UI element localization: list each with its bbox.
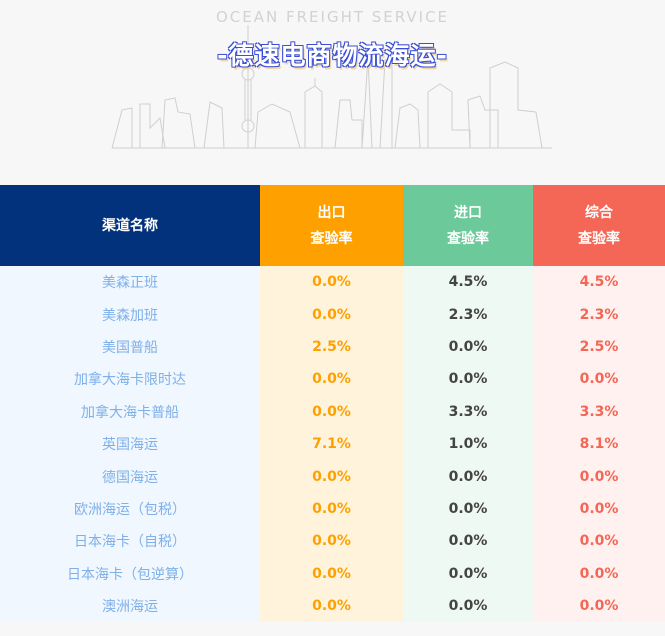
overall-rate-cell: 3.3% [533, 395, 665, 428]
overall-rate-cell: 0.0% [533, 525, 665, 558]
import-rate-cell: 3.3% [403, 395, 533, 428]
import-rate-cell: 0.0% [403, 330, 533, 364]
channel-name-cell: 欧洲海运（包税） [0, 492, 260, 526]
channel-name-cell: 美森加班 [0, 298, 260, 331]
import-rate-cell: 0.0% [403, 460, 533, 493]
overall-rate-cell: 8.1% [533, 427, 665, 461]
table-row: 澳洲海运 0.0% 0.0% 0.0% [0, 589, 665, 623]
import-rate-cell: 0.0% [403, 557, 533, 590]
import-rate-cell: 2.3% [403, 298, 533, 331]
overall-rate-cell: 0.0% [533, 492, 665, 526]
channel-name-cell: 美森正班 [0, 266, 260, 299]
overall-rate-cell: 0.0% [533, 460, 665, 493]
table-row: 德国海运 0.0% 0.0% 0.0% [0, 460, 665, 493]
export-rate-cell: 0.0% [260, 363, 403, 396]
channel-name-cell: 德国海运 [0, 460, 260, 493]
header-label: 进口 [454, 204, 482, 221]
table-row: 加拿大海卡普船 0.0% 3.3% 3.3% [0, 395, 665, 428]
table-row: 英国海运 7.1% 1.0% 8.1% [0, 427, 665, 461]
table-row: 日本海卡（包逆算） 0.0% 0.0% 0.0% [0, 557, 665, 590]
overall-rate-cell: 2.5% [533, 330, 665, 364]
channel-name-cell: 美国普船 [0, 330, 260, 364]
header-sublabel: 查验率 [310, 230, 353, 247]
table-row: 日本海卡（自税） 0.0% 0.0% 0.0% [0, 525, 665, 558]
channel-name-cell: 日本海卡（包逆算） [0, 557, 260, 590]
table-row: 美森正班 0.0% 4.5% 4.5% [0, 266, 665, 299]
overall-rate-cell: 0.0% [533, 557, 665, 590]
city-skyline-illustration [111, 25, 552, 149]
table-row: 加拿大海卡限时达 0.0% 0.0% 0.0% [0, 363, 665, 396]
import-rate-cell: 0.0% [403, 525, 533, 558]
import-rate-cell: 0.0% [403, 589, 533, 623]
header-channel-name: 渠道名称 [0, 185, 260, 266]
header-label: 出口 [317, 204, 346, 221]
export-rate-cell: 0.0% [260, 298, 403, 331]
banner: OCEAN FREIGHT SERVICE -德速电商物流海运- [0, 0, 665, 185]
overall-rate-cell: 0.0% [533, 363, 665, 396]
import-rate-cell: 0.0% [403, 363, 533, 396]
channel-name-cell: 加拿大海卡限时达 [0, 363, 260, 396]
channel-name-cell: 澳洲海运 [0, 589, 260, 623]
export-rate-cell: 0.0% [260, 589, 403, 623]
import-rate-cell: 4.5% [403, 266, 533, 299]
table-row: 美国普船 2.5% 0.0% 2.5% [0, 330, 665, 364]
table-row: 美森加班 0.0% 2.3% 2.3% [0, 298, 665, 331]
export-rate-cell: 2.5% [260, 330, 403, 364]
export-rate-cell: 7.1% [260, 427, 403, 461]
import-rate-cell: 1.0% [403, 427, 533, 461]
banner-title: -德速电商物流海运- [217, 41, 448, 70]
header-overall-rate: 综合 查验率 [533, 185, 665, 266]
export-rate-cell: 0.0% [260, 460, 403, 493]
table-header-row: 渠道名称 出口 查验率 进口 查验率 综合 查验率 [0, 185, 665, 266]
banner-subtitle: OCEAN FREIGHT SERVICE [215, 8, 450, 26]
header-import-rate: 进口 查验率 [403, 185, 533, 266]
channel-name-cell: 加拿大海卡普船 [0, 395, 260, 428]
overall-rate-cell: 2.3% [533, 298, 665, 331]
export-rate-cell: 0.0% [260, 525, 403, 558]
table-row: 欧洲海运（包税） 0.0% 0.0% 0.0% [0, 492, 665, 526]
header-label: 综合 [585, 204, 613, 221]
export-rate-cell: 0.0% [260, 492, 403, 526]
export-rate-cell: 0.0% [260, 557, 403, 590]
channel-name-cell: 日本海卡（自税） [0, 525, 260, 558]
header-export-rate: 出口 查验率 [260, 185, 403, 266]
overall-rate-cell: 0.0% [533, 589, 665, 623]
header-sublabel: 查验率 [447, 230, 489, 247]
export-rate-cell: 0.0% [260, 395, 403, 428]
inspection-rate-table: 渠道名称 出口 查验率 进口 查验率 综合 查验率 美森正班 0.0% 4.5% 4.5% 美森加班… [0, 185, 665, 623]
import-rate-cell: 0.0% [403, 492, 533, 526]
header-sublabel: 查验率 [578, 230, 620, 247]
export-rate-cell: 0.0% [260, 266, 403, 299]
header-label: 渠道名称 [102, 217, 158, 234]
channel-name-cell: 英国海运 [0, 427, 260, 461]
overall-rate-cell: 4.5% [533, 266, 665, 299]
